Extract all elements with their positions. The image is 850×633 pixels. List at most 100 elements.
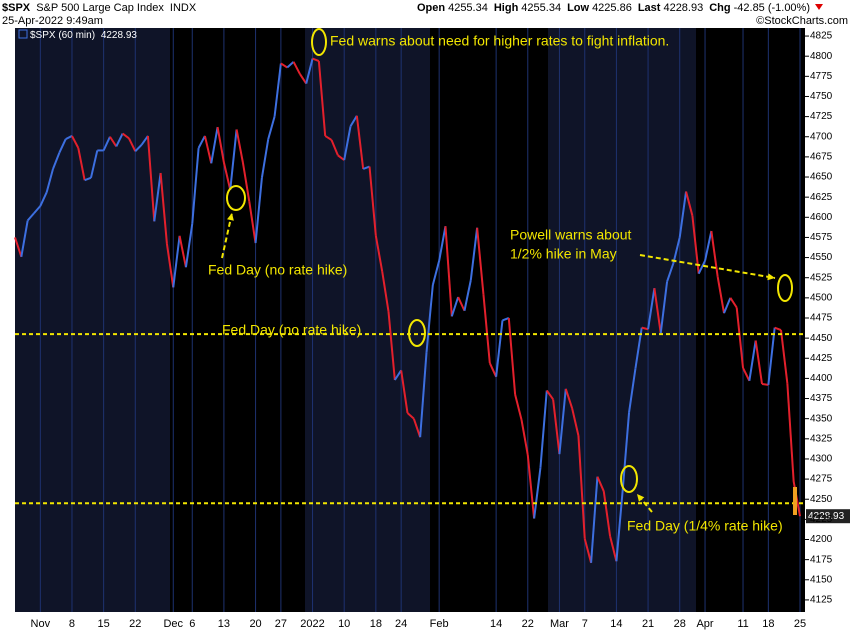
x-tick-label: 14: [610, 618, 622, 630]
price-segment: [349, 115, 358, 127]
price-segment: [65, 135, 73, 141]
price-segment: [539, 390, 548, 468]
current-bar: [793, 487, 797, 515]
y-tick-label: 4150: [810, 574, 833, 585]
price-segment: [678, 191, 688, 238]
price-segment: [355, 115, 365, 170]
legend: $SPX (60 min) 4228.93: [30, 30, 137, 41]
x-tick-label: Nov: [31, 618, 51, 630]
quote-value: 4255.34: [521, 2, 561, 14]
y-tick-label: 4750: [810, 91, 833, 102]
annotation: Fed Day (no rate hike): [222, 322, 361, 338]
price-segment: [564, 388, 574, 409]
x-tick-label: 21: [642, 618, 654, 630]
price-segment: [761, 383, 769, 386]
y-tick-label: 4125: [810, 595, 833, 606]
y-tick-label: 4725: [810, 111, 833, 122]
timestamp: 25-Apr-2022 9:49am: [2, 15, 103, 27]
quote-label: Open: [417, 2, 445, 14]
arrow-head: [637, 494, 645, 502]
price-segment: [577, 435, 586, 539]
price-segment: [502, 317, 510, 322]
highlight-ellipse: [226, 185, 246, 211]
price-segment: [558, 388, 567, 455]
price-segment: [729, 297, 738, 309]
y-tick-label: 4325: [810, 433, 833, 444]
price-segment: [362, 165, 370, 170]
price-segment: [507, 317, 517, 395]
price-segment: [666, 262, 675, 283]
price-segment: [77, 147, 86, 181]
price-segment: [337, 154, 345, 161]
price-segment: [89, 150, 99, 179]
y-tick-label: 4350: [810, 413, 833, 424]
price-segment: [767, 327, 776, 385]
price-segment: [210, 126, 219, 164]
price-marks: [14, 57, 801, 564]
legend-swatch: [18, 29, 28, 39]
x-tick-label: 8: [69, 618, 75, 630]
price-segment: [438, 225, 447, 261]
price-segment: [184, 223, 194, 268]
price-segment: [305, 58, 314, 84]
x-tick-label: 7: [582, 618, 588, 630]
price-segment: [292, 61, 301, 75]
price-segment: [716, 276, 726, 314]
price-segment: [444, 226, 453, 317]
price-segment: [368, 166, 377, 236]
price-segment: [621, 412, 631, 490]
price-segment: [754, 340, 764, 385]
price-segment: [146, 135, 156, 222]
y-tick-label: 4425: [810, 353, 833, 364]
y-tick-label: 4375: [810, 393, 833, 404]
price-segment: [431, 260, 441, 286]
price-segment: [45, 168, 54, 193]
period-band: [305, 28, 430, 612]
exchange: INDX: [170, 2, 197, 14]
change-pct: (-1.00%): [768, 2, 810, 14]
price-segment: [273, 63, 282, 117]
price-segment: [248, 201, 257, 244]
price-segment: [412, 418, 422, 438]
price-segment: [115, 133, 124, 147]
down-arrow: [815, 4, 823, 10]
price-segment: [39, 191, 48, 207]
price-segment: [58, 138, 67, 154]
annotation: Fed warns about need for higher rates to…: [330, 33, 669, 49]
y-tick-label: 4225: [810, 514, 833, 525]
last-price-box: [806, 509, 850, 524]
price-segment: [672, 237, 681, 264]
price-segment: [545, 389, 554, 400]
price-segment: [52, 152, 61, 170]
price-segment: [241, 162, 251, 202]
y-tick-label: 4525: [810, 272, 833, 283]
price-segment: [330, 139, 339, 156]
price-segment: [197, 135, 206, 149]
price-segment: [406, 412, 415, 420]
price-segment: [222, 162, 232, 191]
y-tick-label: 4275: [810, 474, 833, 485]
price-segment: [596, 476, 605, 492]
price-segment: [450, 296, 460, 317]
price-segment: [685, 191, 694, 216]
price-segment: [235, 129, 244, 163]
y-tick-label: 4700: [810, 131, 833, 142]
x-tick-label: Mar: [550, 618, 569, 630]
x-tick-label: 28: [674, 618, 686, 630]
x-tick-label: 18: [762, 618, 774, 630]
price-segment: [216, 126, 225, 163]
price-segment: [609, 536, 618, 562]
price-segment: [317, 60, 327, 137]
y-tick-label: 4600: [810, 212, 833, 223]
price-segment: [387, 311, 396, 381]
overlay: 4228.93 Fed warns about need for higher r…: [15, 28, 850, 534]
price-segment: [647, 288, 656, 330]
highlight-ellipse: [620, 465, 638, 493]
period-band: [548, 28, 696, 612]
legend-value: 4228.93: [101, 30, 138, 41]
x-tick-label: 20: [249, 618, 261, 630]
header-left: $SPX S&P 500 Large Cap Index INDX: [2, 2, 197, 14]
y-tick-label: 4825: [810, 31, 833, 42]
price-segment: [774, 326, 782, 332]
y-tick-label: 4475: [810, 313, 833, 324]
